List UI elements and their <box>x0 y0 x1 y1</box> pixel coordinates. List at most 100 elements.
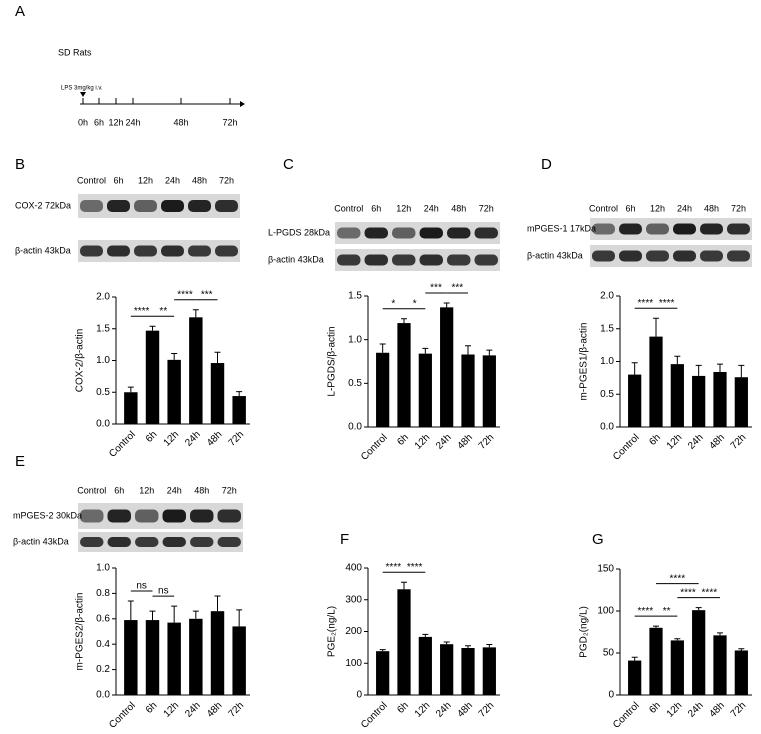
treatment: LPS 3mg/kg i.v. <box>61 86 103 92</box>
bar <box>376 651 390 695</box>
y-tick-label: 300 <box>345 594 362 605</box>
injection-marker <box>80 92 86 97</box>
blot-band <box>217 537 241 547</box>
blot-band <box>135 509 159 523</box>
lane-label: 48h <box>192 175 207 185</box>
significance-label: **** <box>670 573 686 584</box>
blot-band <box>337 254 361 266</box>
blot-band <box>135 537 159 547</box>
error-bar <box>486 349 493 356</box>
blot-band <box>474 227 498 239</box>
x-tick-label: 6h <box>647 700 663 716</box>
blot-band <box>161 245 184 257</box>
bar <box>189 317 203 424</box>
bar <box>482 647 496 695</box>
significance-label: ns <box>136 581 147 592</box>
blot-band <box>646 250 669 262</box>
x-tick-label: 6h <box>144 429 160 445</box>
y-axis-label: m-PGES2/β-actin <box>75 593 86 671</box>
blot-row-label: β-actin 43kDa <box>527 250 583 260</box>
error-bar <box>653 317 659 337</box>
blot-band <box>447 254 471 266</box>
blot-band <box>392 227 416 239</box>
blot-band <box>474 254 498 266</box>
lane-label: Control <box>77 175 106 185</box>
x-tick-label: 72h <box>227 429 247 449</box>
x-tick-label: Control <box>611 700 642 731</box>
y-tick-label: 50 <box>603 648 615 659</box>
bar <box>167 359 181 424</box>
blot-band <box>162 509 186 523</box>
x-tick-label: 48h <box>205 429 225 449</box>
blot-band <box>162 537 186 547</box>
bar <box>734 650 748 695</box>
error-bar <box>236 609 243 627</box>
timepoint-label: 72h <box>222 117 237 127</box>
significance-label: **** <box>680 587 696 598</box>
bar <box>210 611 225 695</box>
bar <box>649 336 663 427</box>
significance-label: *** <box>451 283 463 294</box>
blot-band <box>80 200 103 212</box>
y-axis-label: PGD₂(ng/L) <box>579 606 590 658</box>
lane-label: Control <box>77 485 106 495</box>
bar <box>376 352 390 427</box>
lane-label: 6h <box>114 485 124 495</box>
blot-band <box>727 250 750 262</box>
panel-letter: E <box>15 453 25 470</box>
blot-row-label: mPGES-2 30kDa <box>13 510 82 520</box>
blot-row-label: β-actin 43kDa <box>15 245 71 255</box>
y-tick-label: 0.2 <box>96 664 110 675</box>
blot-row-label: L-PGDS 28kDa <box>268 227 330 237</box>
timeline-arrow <box>240 101 245 107</box>
error-bar <box>422 347 429 354</box>
bar <box>692 610 706 695</box>
panel-letter: B <box>15 156 25 173</box>
significance-label: *** <box>430 283 442 294</box>
x-tick-label: 24h <box>686 700 706 720</box>
lane-label: 24h <box>677 203 692 213</box>
blot-band <box>419 227 443 239</box>
error-bar <box>192 610 199 619</box>
subject: SD Rats <box>58 47 92 57</box>
panel-letter: F <box>340 531 349 548</box>
error-bar <box>695 607 702 611</box>
y-tick-label: 1.0 <box>96 563 110 574</box>
error-bar <box>486 644 493 648</box>
lane-label: 72h <box>222 485 237 495</box>
significance-label: **** <box>177 289 193 300</box>
x-tick-label: 12h <box>162 700 182 720</box>
error-bar <box>738 364 745 378</box>
blot-band <box>727 223 750 235</box>
x-tick-label: 24h <box>686 432 706 452</box>
lane-label: 6h <box>371 203 381 213</box>
error-bar <box>465 645 471 649</box>
y-tick-label: 0.5 <box>348 378 362 389</box>
lane-label: 48h <box>194 485 209 495</box>
blot-band <box>134 200 157 212</box>
x-tick-label: Control <box>107 700 138 731</box>
y-tick-label: 0.6 <box>96 613 110 624</box>
x-tick-label: 72h <box>729 432 749 452</box>
significance-label: **** <box>702 587 718 598</box>
bar <box>670 640 684 695</box>
x-tick-label: 48h <box>455 700 475 720</box>
lane-label: 24h <box>424 203 439 213</box>
bar <box>692 375 706 427</box>
error-bar <box>401 318 407 324</box>
bar <box>124 620 138 695</box>
error-bar <box>236 391 243 397</box>
significance-label: ** <box>663 606 671 617</box>
error-bar <box>171 353 178 360</box>
error-bar <box>653 625 659 628</box>
x-tick-label: 72h <box>729 700 749 720</box>
lane-label: 72h <box>479 203 494 213</box>
bar <box>124 392 138 424</box>
significance-label: ** <box>159 306 167 317</box>
y-tick-label: 2.0 <box>96 292 110 303</box>
error-bar <box>674 638 681 641</box>
error-bar <box>171 605 178 623</box>
y-tick-label: 1.5 <box>96 323 110 334</box>
error-bar <box>401 581 407 590</box>
blot-band <box>188 200 211 212</box>
